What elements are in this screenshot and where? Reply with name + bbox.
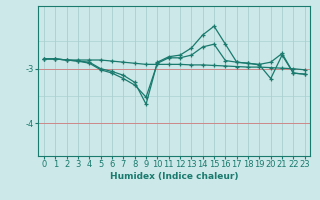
- X-axis label: Humidex (Indice chaleur): Humidex (Indice chaleur): [110, 172, 239, 181]
